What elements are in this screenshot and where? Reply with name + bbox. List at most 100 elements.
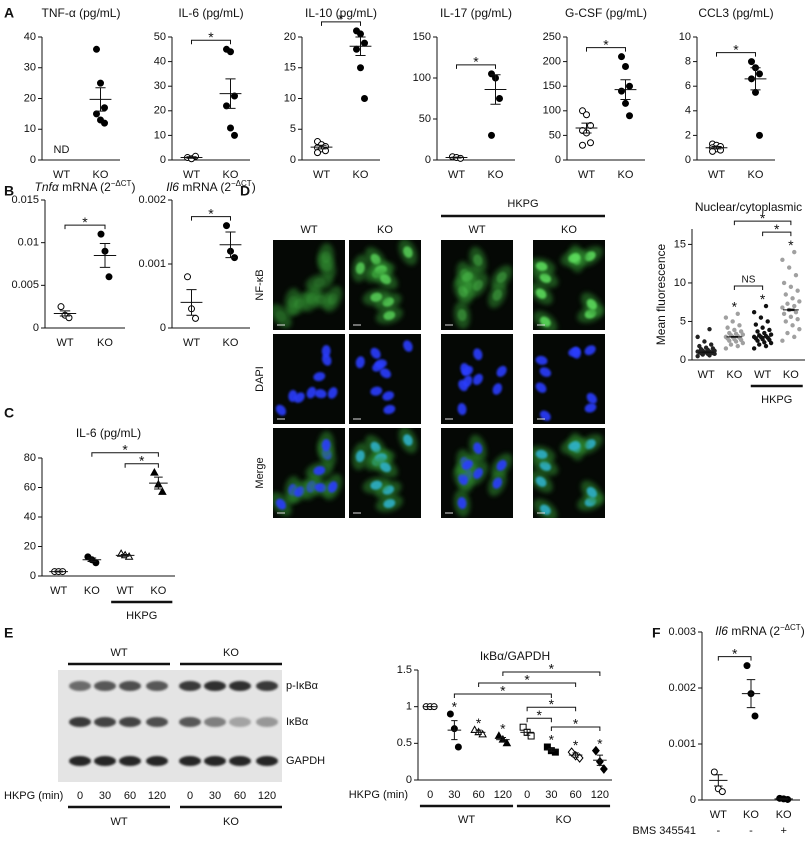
sig-bracket: [64, 224, 106, 230]
data-point: [783, 319, 788, 324]
nucleus: [584, 345, 596, 356]
x-tick-label: KO: [223, 337, 239, 349]
x-tick-label: WT: [710, 809, 727, 821]
error-bar: [779, 797, 788, 800]
nucleus: [275, 310, 287, 322]
data-point: [735, 311, 740, 316]
blot-band: [179, 681, 201, 691]
x-tick-label: WT: [117, 585, 134, 597]
sig-label: *: [82, 214, 88, 230]
nucleus: [586, 392, 598, 404]
y-tick-label: 100: [413, 72, 431, 84]
error-bar: [490, 74, 501, 105]
nucleus: [568, 347, 581, 357]
error-bar: [581, 122, 592, 134]
sig-label: *: [733, 41, 739, 57]
sig-bracket: [191, 39, 231, 45]
data-point: [756, 131, 763, 139]
data-point: [101, 104, 108, 112]
y-tick-label: 5: [680, 315, 686, 327]
y-tick-label: 0: [406, 774, 412, 786]
y-tick-label: 10: [674, 277, 686, 289]
column-label: WT: [468, 224, 485, 236]
cells: [273, 431, 343, 517]
data-point: [780, 305, 785, 310]
data-point: [97, 79, 104, 87]
nucleus: [370, 253, 381, 265]
sig-label: *: [208, 29, 214, 45]
cells: [535, 345, 598, 421]
y-tick-label: 50: [419, 113, 431, 125]
lane-label: 0: [187, 790, 193, 802]
row-label: Merge: [254, 457, 266, 488]
nucleus: [403, 246, 413, 258]
blot-band: [204, 756, 226, 766]
sig-label: *: [760, 210, 766, 226]
error-bar: [548, 747, 555, 752]
nucleus: [457, 403, 467, 416]
data-point: [793, 310, 799, 315]
column-label: WT: [300, 224, 317, 236]
error-bar: [730, 335, 739, 338]
data-point: [735, 343, 740, 349]
cells: [275, 345, 338, 416]
x-tick-label: 60: [473, 789, 485, 801]
data-point: [748, 58, 755, 66]
error-bar: [750, 67, 761, 91]
nucleus: [568, 441, 581, 451]
data-point: [762, 330, 767, 336]
data-point: [57, 303, 65, 311]
nucleus: [472, 373, 483, 385]
nucleus: [535, 261, 548, 271]
data-point: [626, 112, 633, 120]
data-point: [792, 249, 797, 255]
chart-title: G-CSF (pg/mL): [565, 6, 647, 20]
y-tick-label: 200: [543, 56, 561, 68]
sig-bracket: [456, 64, 496, 69]
data-point: [446, 710, 454, 718]
x-tick-label: WT: [53, 169, 70, 181]
y-tick-label: 0: [160, 322, 166, 334]
sig-bracket: [526, 706, 577, 712]
x-tick-label: WT: [183, 337, 200, 349]
y-tick-label: 10: [679, 31, 691, 43]
data-point: [785, 330, 790, 336]
nucleus: [535, 355, 548, 365]
nucleus: [379, 274, 392, 285]
error-bar: [714, 774, 723, 787]
error-bar: [316, 144, 327, 150]
data-point: [93, 110, 100, 118]
annotation: ND: [54, 144, 70, 156]
y-tick-label: 2: [685, 129, 691, 141]
chart-title: Il6 mRNA (2−ΔCT): [166, 179, 255, 195]
blot-band: [146, 717, 168, 727]
data-point: [353, 45, 360, 53]
error-bar: [225, 78, 236, 109]
error-bar: [225, 231, 236, 259]
blot-row-label: p-IκBα: [286, 680, 319, 692]
sig-label: NS: [742, 275, 756, 286]
nucleus: [383, 310, 396, 321]
blot-band: [69, 681, 91, 691]
nucleus: [462, 459, 474, 471]
y-tick-label: 0.01: [18, 237, 39, 249]
sig-label: *: [122, 441, 128, 457]
data-point: [361, 39, 368, 47]
title-part: Tnfα: [35, 180, 60, 194]
nucleus: [379, 462, 392, 473]
data-point: [93, 45, 100, 53]
nucleus: [375, 359, 387, 369]
cells: [457, 348, 507, 416]
data-point: [478, 729, 487, 738]
nucleus: [383, 404, 396, 415]
error-bar: [451, 156, 462, 159]
y-tick-label: 6: [685, 80, 691, 92]
row-label: DAPI: [254, 366, 266, 392]
column-label: KO: [561, 224, 577, 236]
sig-label: *: [139, 452, 145, 468]
data-point: [92, 559, 100, 567]
title-part: ): [252, 180, 256, 194]
data-point: [494, 731, 504, 739]
data-point: [454, 743, 462, 751]
title-part: mRNA (2: [59, 180, 111, 194]
